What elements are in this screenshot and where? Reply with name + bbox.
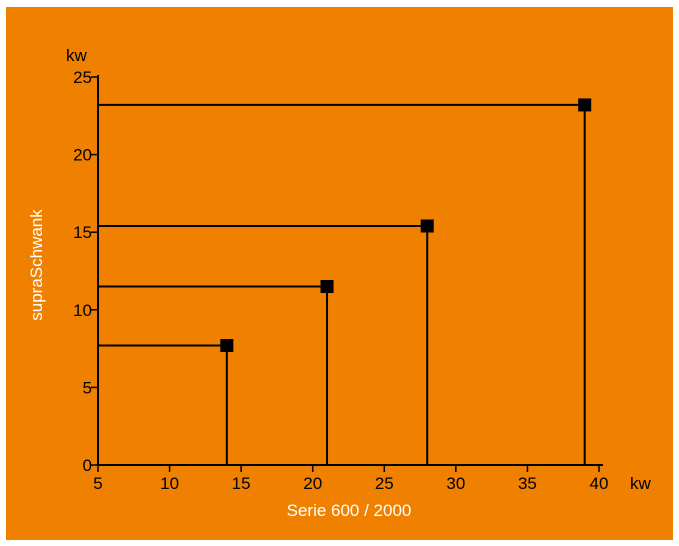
x-tick-label: 10	[160, 474, 179, 493]
x-tick-label: 20	[303, 474, 322, 493]
x-tick-label: 40	[590, 474, 609, 493]
y-unit-label: kw	[66, 46, 88, 65]
data-point-marker	[320, 280, 334, 294]
data-point-marker	[420, 219, 434, 233]
x-tick-label: 25	[375, 474, 394, 493]
y-tick-label: 20	[73, 146, 92, 165]
x-axis-title: Serie 600 / 2000	[287, 501, 412, 520]
x-tick-label: 30	[446, 474, 465, 493]
y-tick-label: 0	[83, 456, 92, 475]
chart-background	[6, 7, 673, 540]
y-axis-title: supraSchwank	[27, 209, 46, 321]
x-tick-label: 15	[232, 474, 251, 493]
data-markers	[220, 98, 592, 352]
data-point-marker	[220, 338, 234, 352]
y-tick-label: 10	[73, 301, 92, 320]
chart-panel: 5 10 15 20 25 30 35 40 0 5 10 15 20 25 kw kw Serie 60…	[6, 7, 673, 540]
axes	[91, 75, 603, 472]
x-unit-label: kw	[630, 474, 652, 493]
drop-lines	[98, 103, 586, 465]
data-point-marker	[578, 98, 592, 112]
y-tick-label: 15	[73, 223, 92, 242]
x-tick-label: 5	[93, 474, 102, 493]
y-tick-label: 5	[83, 378, 92, 397]
y-tick-label: 25	[73, 68, 92, 87]
x-tick-label: 35	[518, 474, 537, 493]
